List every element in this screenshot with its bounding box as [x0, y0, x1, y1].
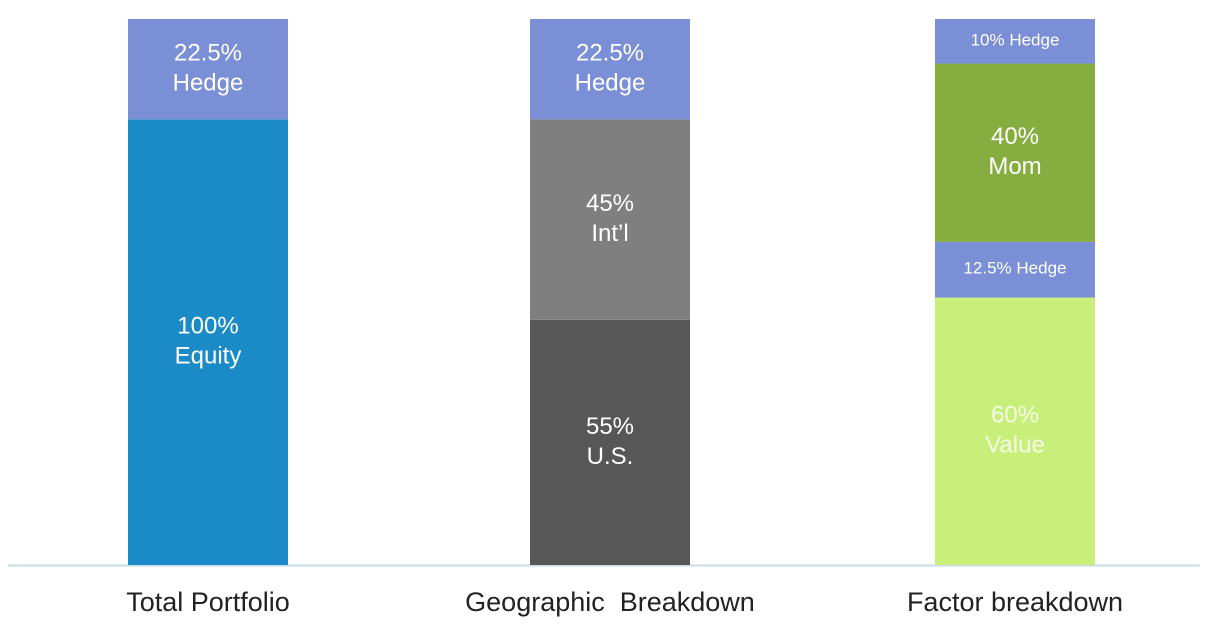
segment-label: 12.5% Hedge	[963, 259, 1066, 278]
segment-name: Hedge	[1009, 31, 1059, 50]
bar-segment	[935, 297, 1095, 565]
segment-name: Value	[985, 432, 1045, 459]
segment-name: Equity	[175, 342, 242, 369]
segment-value-label: 12.5%	[963, 259, 1011, 278]
bar-segment	[935, 241, 1095, 298]
x-tick-label: Factor breakdown	[907, 587, 1123, 617]
segment-name: U.S.	[587, 443, 634, 470]
bar-segment	[935, 19, 1095, 64]
bar-segment	[128, 19, 288, 120]
bar-segment	[530, 19, 690, 120]
segment-label: 10% Hedge	[971, 31, 1060, 50]
bar-segment	[128, 119, 288, 566]
segment-name: Int’l	[591, 220, 628, 247]
segment-value-label: 45%	[586, 190, 634, 217]
segment-value-label: 10%	[971, 31, 1005, 50]
segment-name: Mom	[988, 153, 1041, 180]
segment-value-label: 100%	[177, 312, 238, 339]
segment-value-label: 22.5%	[174, 39, 242, 66]
bar-segment	[935, 63, 1095, 242]
x-tick-label: Total Portfolio	[126, 587, 290, 617]
segment-value-label: 40%	[991, 123, 1039, 150]
segment-value-label: 22.5%	[576, 39, 644, 66]
segment-value-label: 55%	[586, 413, 634, 440]
x-tick-label: Geographic Breakdown	[465, 587, 755, 617]
segment-name: Hedge	[173, 69, 244, 96]
segment-value-label: 60%	[991, 402, 1039, 429]
segment-name: Hedge	[1016, 259, 1066, 278]
bar-segment	[530, 319, 690, 565]
segment-name: Hedge	[575, 69, 646, 96]
bar-segment	[530, 119, 690, 320]
